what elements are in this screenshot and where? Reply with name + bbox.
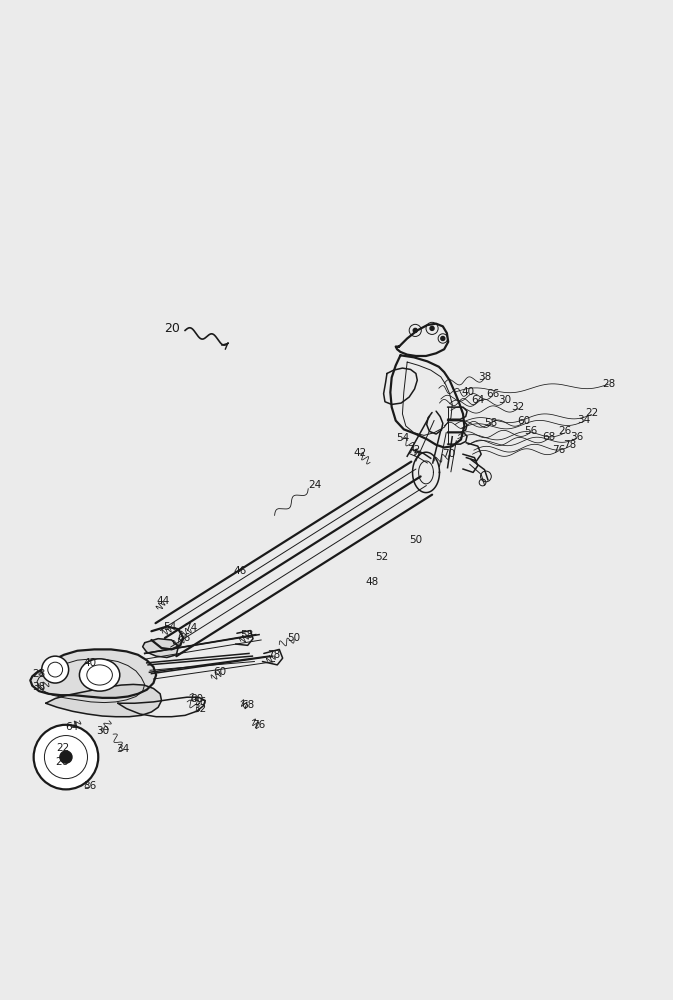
Text: 72: 72 — [407, 445, 421, 455]
Text: 34: 34 — [577, 415, 591, 425]
Text: 32: 32 — [511, 402, 525, 412]
Text: 46: 46 — [234, 566, 247, 576]
Text: 42: 42 — [353, 448, 367, 458]
Text: 24: 24 — [308, 480, 322, 490]
Polygon shape — [30, 649, 156, 698]
Text: 58: 58 — [485, 418, 498, 428]
Text: 26: 26 — [55, 757, 69, 767]
Text: 38: 38 — [478, 372, 491, 382]
Text: 30: 30 — [96, 726, 110, 736]
Text: 66: 66 — [177, 633, 190, 643]
Text: 70: 70 — [442, 449, 456, 459]
Text: 28: 28 — [32, 669, 46, 679]
Circle shape — [60, 751, 72, 763]
Text: 44: 44 — [156, 596, 170, 606]
Polygon shape — [46, 684, 162, 717]
Circle shape — [42, 656, 69, 683]
Text: 32: 32 — [193, 704, 207, 714]
Circle shape — [413, 328, 417, 332]
Text: 80: 80 — [190, 694, 204, 704]
Circle shape — [441, 336, 445, 340]
Text: 56: 56 — [193, 697, 207, 707]
Text: 60: 60 — [213, 667, 227, 677]
Text: 38: 38 — [32, 682, 45, 692]
Text: 48: 48 — [365, 577, 379, 587]
Text: 22: 22 — [56, 743, 69, 753]
Text: 52: 52 — [376, 552, 389, 562]
Text: 60: 60 — [517, 416, 530, 426]
Text: 76: 76 — [252, 720, 266, 730]
Text: 74: 74 — [184, 623, 197, 633]
Text: 40: 40 — [83, 658, 96, 668]
Polygon shape — [143, 639, 178, 657]
Text: 58: 58 — [240, 630, 254, 640]
Ellipse shape — [79, 659, 120, 691]
Text: 78: 78 — [563, 440, 577, 450]
Text: 68: 68 — [542, 432, 555, 442]
Text: 36: 36 — [83, 781, 96, 791]
Text: 40: 40 — [461, 387, 474, 397]
Text: 20: 20 — [164, 322, 180, 335]
Text: 68: 68 — [241, 700, 254, 710]
Text: 76: 76 — [552, 445, 565, 455]
Text: 66: 66 — [486, 389, 499, 399]
Text: 26: 26 — [559, 426, 572, 436]
Text: 50: 50 — [287, 633, 301, 643]
Text: 64: 64 — [471, 395, 485, 405]
Text: 54: 54 — [396, 433, 409, 443]
Text: 54: 54 — [164, 622, 177, 632]
Text: 64: 64 — [65, 722, 79, 732]
Circle shape — [430, 326, 434, 330]
Text: 56: 56 — [524, 426, 537, 436]
Text: 36: 36 — [570, 432, 583, 442]
Text: 34: 34 — [116, 744, 130, 754]
Text: 50: 50 — [409, 535, 423, 545]
Text: 22: 22 — [585, 408, 598, 418]
Circle shape — [34, 725, 98, 789]
Text: 78: 78 — [267, 650, 281, 660]
Text: 28: 28 — [602, 379, 615, 389]
Text: 30: 30 — [498, 395, 511, 405]
